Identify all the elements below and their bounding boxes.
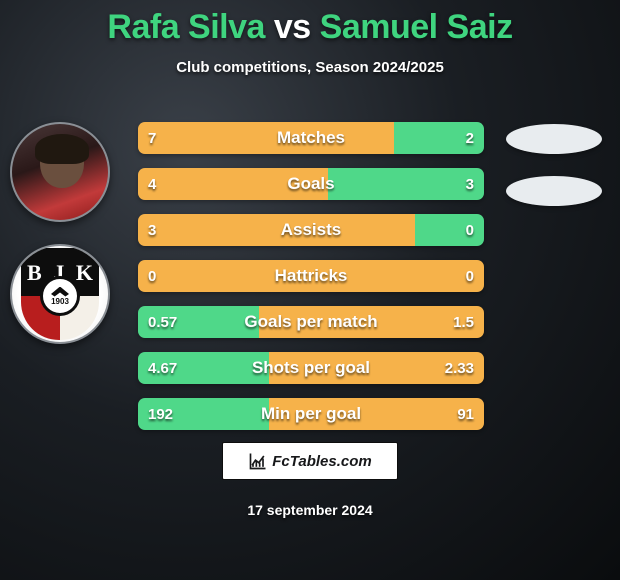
avatar-column: B J K 1903 [10,122,110,344]
date-text: 17 september 2024 [0,502,620,518]
stat-bar-right [415,214,484,246]
crest-year: 1903 [51,297,69,306]
stat-bar-left [138,168,328,200]
stat-bar-left [138,306,259,338]
blank-badge [506,124,602,154]
besiktas-crest: B J K 1903 [21,248,99,340]
subtitle: Club competitions, Season 2024/2025 [0,59,620,76]
stat-bar-left [138,260,311,292]
stat-bar: Matches72 [138,122,484,154]
stat-bar-right [394,122,484,154]
brand-text: FcTables.com [272,453,371,470]
stat-bar: Goals43 [138,168,484,200]
vs-text: vs [274,8,311,46]
stat-bar-left [138,352,269,384]
stat-bar: Shots per goal4.672.33 [138,352,484,384]
stat-bar-left [138,398,269,430]
eagle-icon [51,287,69,297]
stat-bar-right [269,398,484,430]
player1-name: Rafa Silva [107,8,265,46]
crest-letter-b: B [27,260,42,286]
stat-bar-left [138,214,415,246]
stat-bar: Goals per match0.571.5 [138,306,484,338]
stat-bar-right [311,260,484,292]
stat-bar: Min per goal19291 [138,398,484,430]
brand-box: FcTables.com [222,442,398,480]
stat-bar-left [138,122,394,154]
player1-avatar [10,122,110,222]
crest-center: 1903 [40,276,80,316]
stat-bar: Hattricks00 [138,260,484,292]
stat-bar-right [259,306,484,338]
stat-bar: Assists30 [138,214,484,246]
comparison-title: Rafa Silva vs Samuel Saiz [0,0,620,47]
blank-badge [506,176,602,206]
stat-bars: Matches72 Goals43 Assists30 Hattricks00 Goal… [138,122,484,430]
stat-bar-right [269,352,484,384]
player2-club-crest: B J K 1903 [10,244,110,344]
stat-bar-right [328,168,484,200]
player2-name: Samuel Saiz [320,8,513,46]
crest-letter-k: K [76,260,93,286]
chart-icon [248,451,268,471]
blank-badges [506,124,602,206]
